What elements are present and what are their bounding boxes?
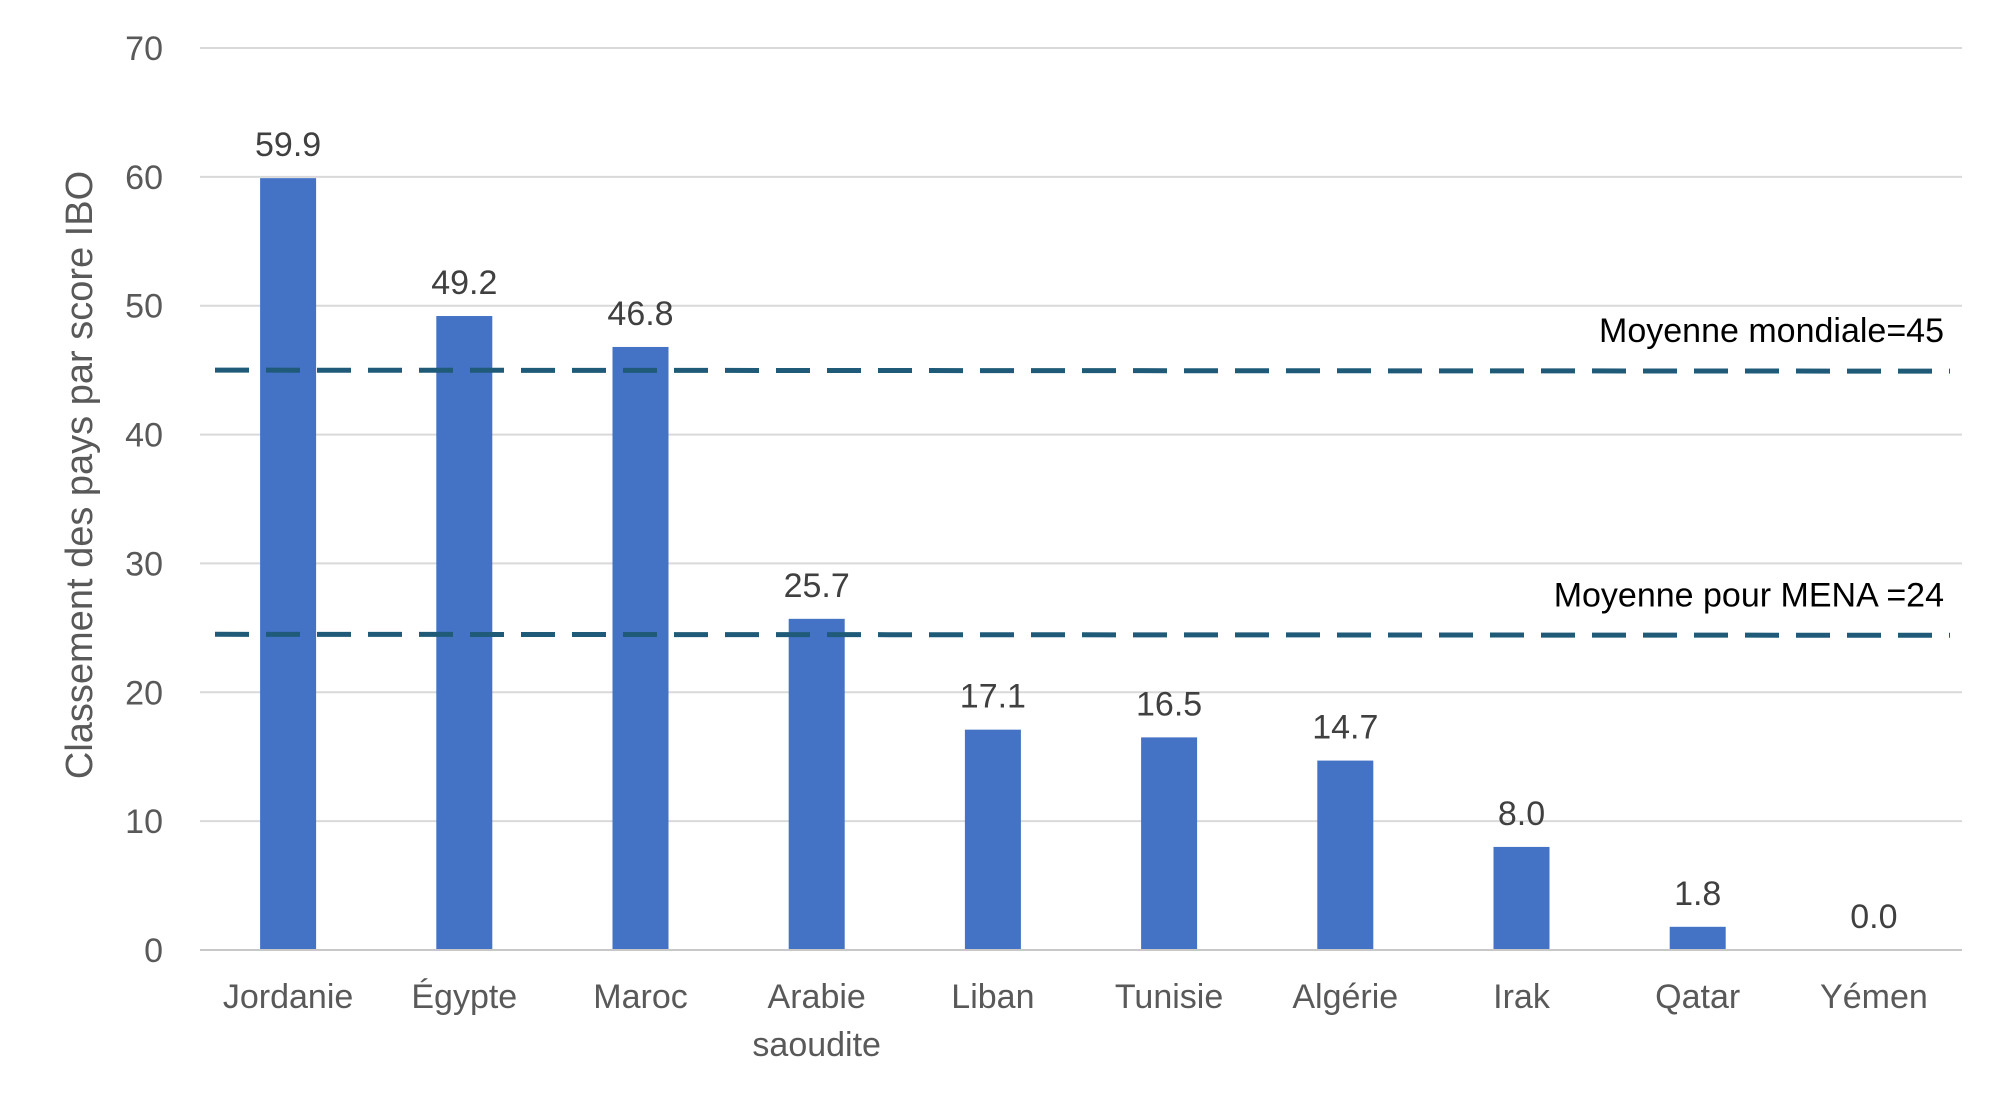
reference-line bbox=[214, 367, 1951, 374]
x-tick-label: Jordanie bbox=[223, 978, 353, 1016]
y-tick-label: 0 bbox=[144, 932, 163, 970]
x-tick-label: Irak bbox=[1493, 978, 1551, 1016]
y-axis-title: Classement des pays par score IBO bbox=[59, 171, 101, 779]
x-tick-label: Liban bbox=[951, 978, 1034, 1016]
data-label: 1.8 bbox=[1674, 875, 1721, 913]
x-tick-label: Maroc bbox=[593, 978, 687, 1016]
bar bbox=[260, 178, 317, 950]
bar bbox=[964, 729, 1021, 950]
x-tick-label: Yémen bbox=[1820, 978, 1928, 1016]
y-tick-label: 40 bbox=[125, 417, 163, 455]
y-axis: 0 10 20 30 40 50 60 70 bbox=[125, 30, 163, 970]
y-tick-label: 30 bbox=[125, 545, 163, 583]
reference-line-label: Moyenne mondiale=45 bbox=[1599, 312, 1944, 350]
x-tick-label: Égypte bbox=[411, 978, 517, 1016]
data-labels: 59.9 49.2 46.8 25.7 17.1 16.5 14.7 8.0 1.8 0.0 bbox=[255, 126, 1898, 936]
data-label: 46.8 bbox=[607, 295, 673, 333]
x-tick-label: Algérie bbox=[1292, 978, 1398, 1016]
reference-lines: Moyenne mondiale=45 Moyenne pour MENA =24 bbox=[214, 312, 1951, 638]
data-label: 8.0 bbox=[1498, 795, 1545, 833]
bar bbox=[1669, 926, 1726, 950]
x-tick-label: Arabie saoudite bbox=[752, 978, 881, 1064]
y-tick-label: 10 bbox=[125, 803, 163, 841]
reference-line bbox=[214, 631, 1951, 638]
data-label: 14.7 bbox=[1312, 709, 1378, 747]
data-label: 16.5 bbox=[1136, 685, 1202, 723]
bar bbox=[612, 346, 669, 950]
bar bbox=[1317, 760, 1374, 950]
x-tick-label: Qatar bbox=[1655, 978, 1740, 1016]
bar bbox=[788, 618, 845, 950]
data-label: 17.1 bbox=[960, 678, 1026, 716]
data-label: 0.0 bbox=[1850, 898, 1897, 936]
y-tick-label: 20 bbox=[125, 674, 163, 712]
data-label: 25.7 bbox=[784, 567, 850, 605]
data-label: 49.2 bbox=[431, 264, 497, 302]
data-label: 59.9 bbox=[255, 126, 321, 164]
x-axis: Jordanie Égypte Maroc Arabie saoudite Liban Tu… bbox=[200, 949, 1962, 1064]
y-tick-label: 70 bbox=[125, 30, 163, 68]
bar bbox=[1141, 737, 1198, 950]
gridlines bbox=[200, 47, 1962, 823]
y-tick-label: 60 bbox=[125, 159, 163, 197]
reference-line-label: Moyenne pour MENA =24 bbox=[1554, 576, 1944, 614]
bar bbox=[1493, 846, 1550, 950]
x-tick-label: Tunisie bbox=[1115, 978, 1223, 1016]
y-tick-label: 50 bbox=[125, 288, 163, 326]
